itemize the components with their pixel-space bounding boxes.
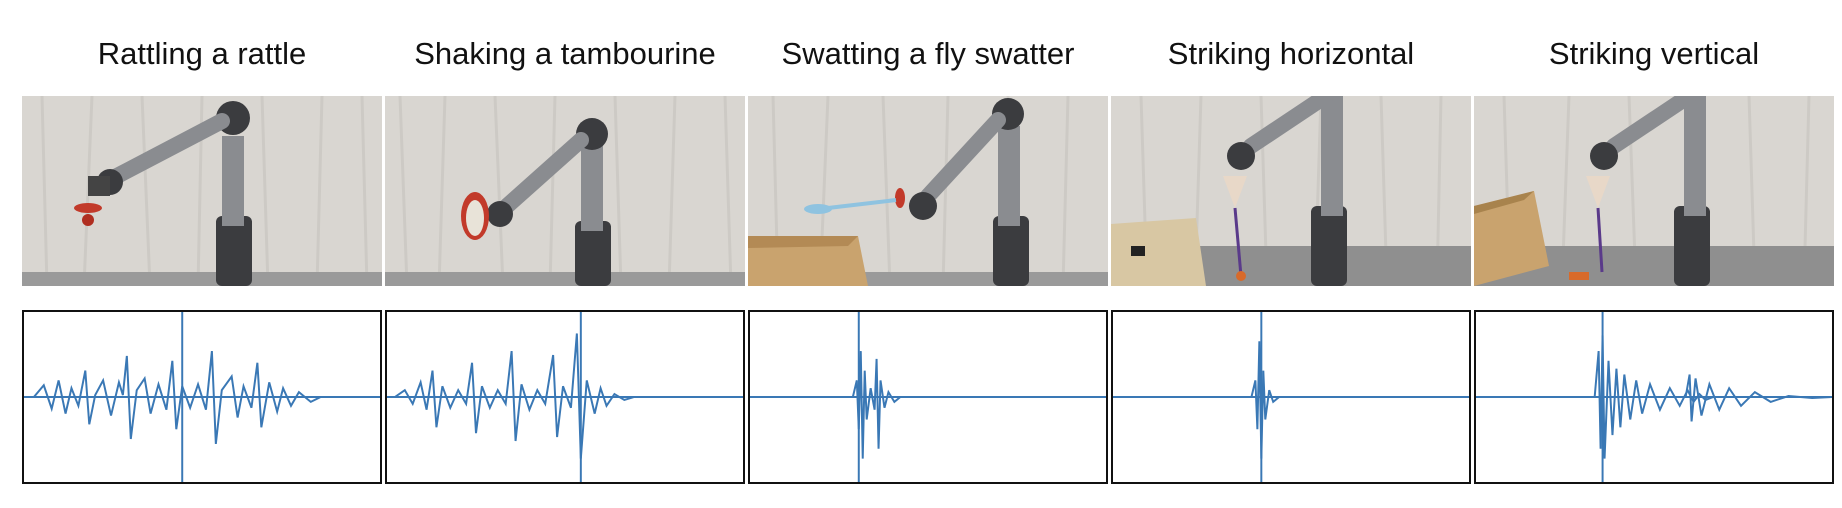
panel-title: Rattling a rattle — [97, 36, 307, 71]
panel-title: Shaking a tambourine — [414, 36, 716, 71]
audio-waveform — [748, 310, 1108, 484]
panel-striking-horizontal: Striking horizontal — [1111, 0, 1471, 508]
robot-arm-photo — [1474, 96, 1834, 286]
panel-striking-vertical: Striking vertical — [1474, 0, 1834, 508]
audio-waveform — [1111, 310, 1471, 484]
panel-tambourine: Shaking a tambourine — [385, 0, 745, 508]
audio-waveform — [22, 310, 382, 484]
audio-waveform — [1474, 310, 1834, 484]
panel-title: Swatting a fly swatter — [781, 36, 1075, 71]
robot-arm-photo — [748, 96, 1108, 286]
panel-fly-swatter: Swatting a fly swatter — [748, 0, 1108, 508]
robot-arm-photo — [22, 96, 382, 286]
audio-waveform — [385, 310, 745, 484]
robot-arm-photo — [385, 96, 745, 286]
panel-title: Striking horizontal — [1167, 36, 1415, 71]
robot-arm-photo — [1111, 96, 1471, 286]
panel-title: Striking vertical — [1548, 36, 1760, 71]
panel-rattle: Rattling a rattle — [22, 0, 382, 508]
